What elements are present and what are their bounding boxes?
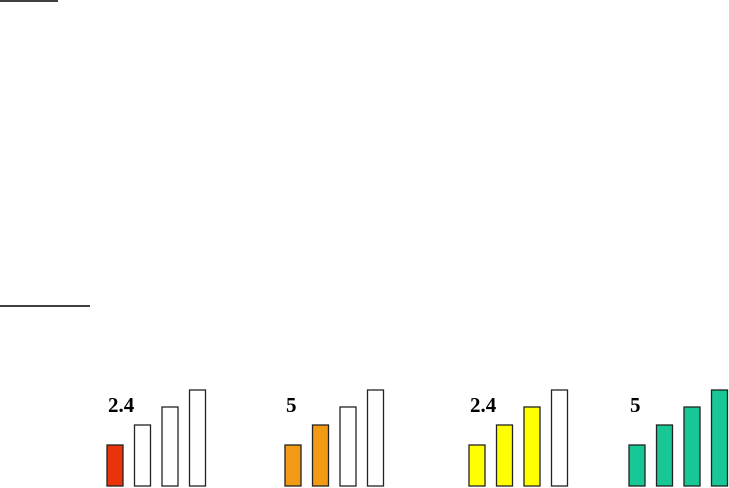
signal-bar-filled <box>284 444 302 487</box>
band-label: 5 <box>630 393 641 417</box>
signal-bar-empty <box>133 424 152 487</box>
signal-bar-empty <box>550 389 569 487</box>
signal-bar-empty <box>339 406 357 487</box>
signal-bar-filled <box>495 424 514 487</box>
signal-bar-filled <box>683 406 701 487</box>
signal-bar-filled <box>523 406 541 487</box>
signal-bar-filled <box>628 444 646 487</box>
signal-bar-empty <box>161 406 179 487</box>
band-label: 5 <box>286 393 297 417</box>
band-label: 2.4 <box>470 393 497 417</box>
signal-bar-filled <box>106 444 124 487</box>
signal-bar-filled <box>311 424 330 487</box>
signal-bar-filled <box>655 424 674 487</box>
signal-bar-filled <box>468 444 486 487</box>
band-label: 2.4 <box>108 393 135 417</box>
signal-bar-empty <box>188 389 207 487</box>
signal-bar-filled <box>710 389 729 487</box>
signal-bar-empty <box>366 389 385 487</box>
